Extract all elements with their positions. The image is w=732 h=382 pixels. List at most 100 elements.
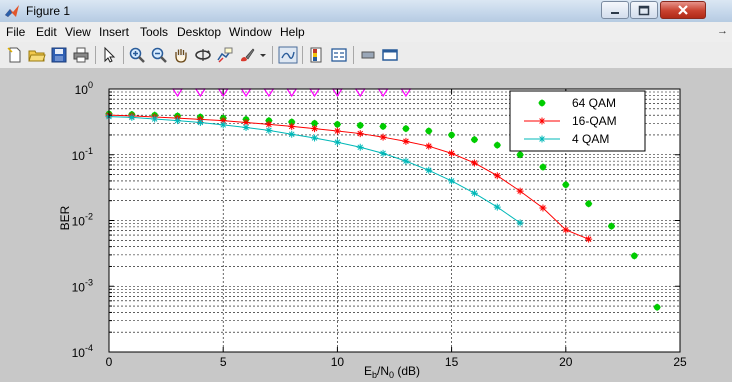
menu-insert[interactable]: Insert <box>99 25 130 39</box>
figure-toolbar <box>0 42 732 69</box>
dropdown-icon[interactable] <box>258 46 268 64</box>
data-point-cross <box>448 131 456 139</box>
minimize-icon <box>611 12 619 14</box>
data-point <box>242 118 250 126</box>
data-point-cross <box>425 127 433 135</box>
data-point <box>265 126 273 134</box>
data-point-cross <box>470 136 478 144</box>
zoom-out-icon[interactable] <box>150 46 168 64</box>
data-point-cross <box>585 200 593 208</box>
legend-entry: 16-QAM <box>524 114 617 128</box>
data-point-cross <box>356 121 364 129</box>
data-point <box>333 138 341 146</box>
x-axis-label-units: (dB) <box>394 364 420 378</box>
data-point <box>288 130 296 138</box>
data-point <box>288 122 296 130</box>
legend-entry: 64 QAM <box>538 96 616 110</box>
menu-edit[interactable]: Edit <box>36 25 57 39</box>
open-folder-icon[interactable] <box>28 46 46 64</box>
x-axis-label: Eb/N0 (dB) <box>364 364 420 380</box>
data-point <box>585 235 593 243</box>
data-point <box>219 121 227 129</box>
data-point <box>151 115 159 123</box>
data-point <box>470 189 478 197</box>
maximize-button[interactable] <box>630 1 658 19</box>
y-tick-label: 10-1 <box>72 146 93 163</box>
toolbar-separator <box>123 46 124 64</box>
data-point <box>356 143 364 151</box>
data-cursor-icon[interactable] <box>216 46 234 64</box>
data-point <box>448 177 456 185</box>
data-point-cross <box>653 303 661 311</box>
x-tick-label: 10 <box>331 355 345 369</box>
data-point <box>425 142 433 150</box>
toolbar-separator <box>302 46 303 64</box>
toolbar-separator <box>353 46 354 64</box>
link-plot-icon[interactable] <box>278 46 298 64</box>
data-point <box>311 125 319 133</box>
data-point-cross <box>379 122 387 130</box>
data-point <box>538 135 546 143</box>
data-point <box>379 133 387 141</box>
data-point <box>448 149 456 157</box>
data-point-cross <box>516 151 524 159</box>
menu-overflow-arrow-icon[interactable]: → <box>717 25 728 37</box>
data-point <box>265 120 273 128</box>
data-point-cross <box>630 252 638 260</box>
minimize-button[interactable] <box>601 1 629 19</box>
data-point <box>516 187 524 195</box>
matlab-logo-icon <box>5 5 19 17</box>
hide-plot-tools-icon[interactable] <box>359 46 377 64</box>
legend-entry: 4 QAM <box>524 132 609 146</box>
data-point <box>333 127 341 135</box>
colorbar-icon[interactable] <box>308 46 326 64</box>
data-point <box>539 204 547 212</box>
print-icon[interactable] <box>72 46 90 64</box>
show-plot-tools-icon[interactable] <box>381 46 399 64</box>
data-point <box>538 117 546 125</box>
series-line <box>108 114 589 240</box>
legend-label: 64 QAM <box>572 96 616 110</box>
maximize-icon <box>638 5 650 16</box>
figure-canvas: 0 5 10 15 20 25 100 10-1 10-2 10-3 10-4 64 QAM 16-Q… <box>0 68 732 382</box>
data-point-cross <box>402 125 410 133</box>
new-file-icon[interactable] <box>6 46 24 64</box>
data-point <box>425 166 433 174</box>
menu-tools[interactable]: Tools <box>140 25 169 39</box>
ber-chart: 0 5 10 15 20 25 100 10-1 10-2 10-3 10-4 64 QAM 16-Q… <box>58 80 687 380</box>
legend-label: 16-QAM <box>572 114 617 128</box>
data-point <box>402 157 410 165</box>
x-tick-label: 20 <box>559 355 573 369</box>
toolbar-separator <box>272 46 273 64</box>
data-point <box>196 118 204 126</box>
data-point <box>356 130 364 138</box>
data-point-cross <box>333 120 341 128</box>
data-point-cross <box>562 181 570 189</box>
close-button[interactable] <box>660 1 706 19</box>
x-axis-label-sub-0: 0 <box>389 370 394 380</box>
legend[interactable]: 64 QAM 16-QAM 4 QAM <box>509 90 646 152</box>
toolbar-separator <box>95 46 96 64</box>
data-point <box>311 134 319 142</box>
legend-icon[interactable] <box>330 46 348 64</box>
x-tick-label: 5 <box>220 355 227 369</box>
y-tick-label: 10-2 <box>72 212 93 229</box>
data-point <box>128 113 136 121</box>
data-point <box>379 149 387 157</box>
menu-window[interactable]: Window <box>229 25 272 39</box>
save-icon[interactable] <box>50 46 68 64</box>
title-bar[interactable]: Figure 1 <box>0 0 732 22</box>
menu-desktop[interactable]: Desktop <box>177 25 222 39</box>
pan-hand-icon[interactable] <box>172 46 190 64</box>
menu-help[interactable]: Help <box>280 25 305 39</box>
data-point <box>402 137 410 145</box>
zoom-in-icon[interactable] <box>128 46 146 64</box>
pointer-icon[interactable] <box>100 46 118 64</box>
menu-file[interactable]: File <box>6 25 26 39</box>
data-point <box>493 203 501 211</box>
data-point <box>470 159 478 167</box>
y-tick-label: 10-3 <box>72 277 93 294</box>
brush-icon[interactable] <box>238 46 256 64</box>
rotate-3d-icon[interactable] <box>194 46 212 64</box>
menu-view[interactable]: View <box>65 25 91 39</box>
